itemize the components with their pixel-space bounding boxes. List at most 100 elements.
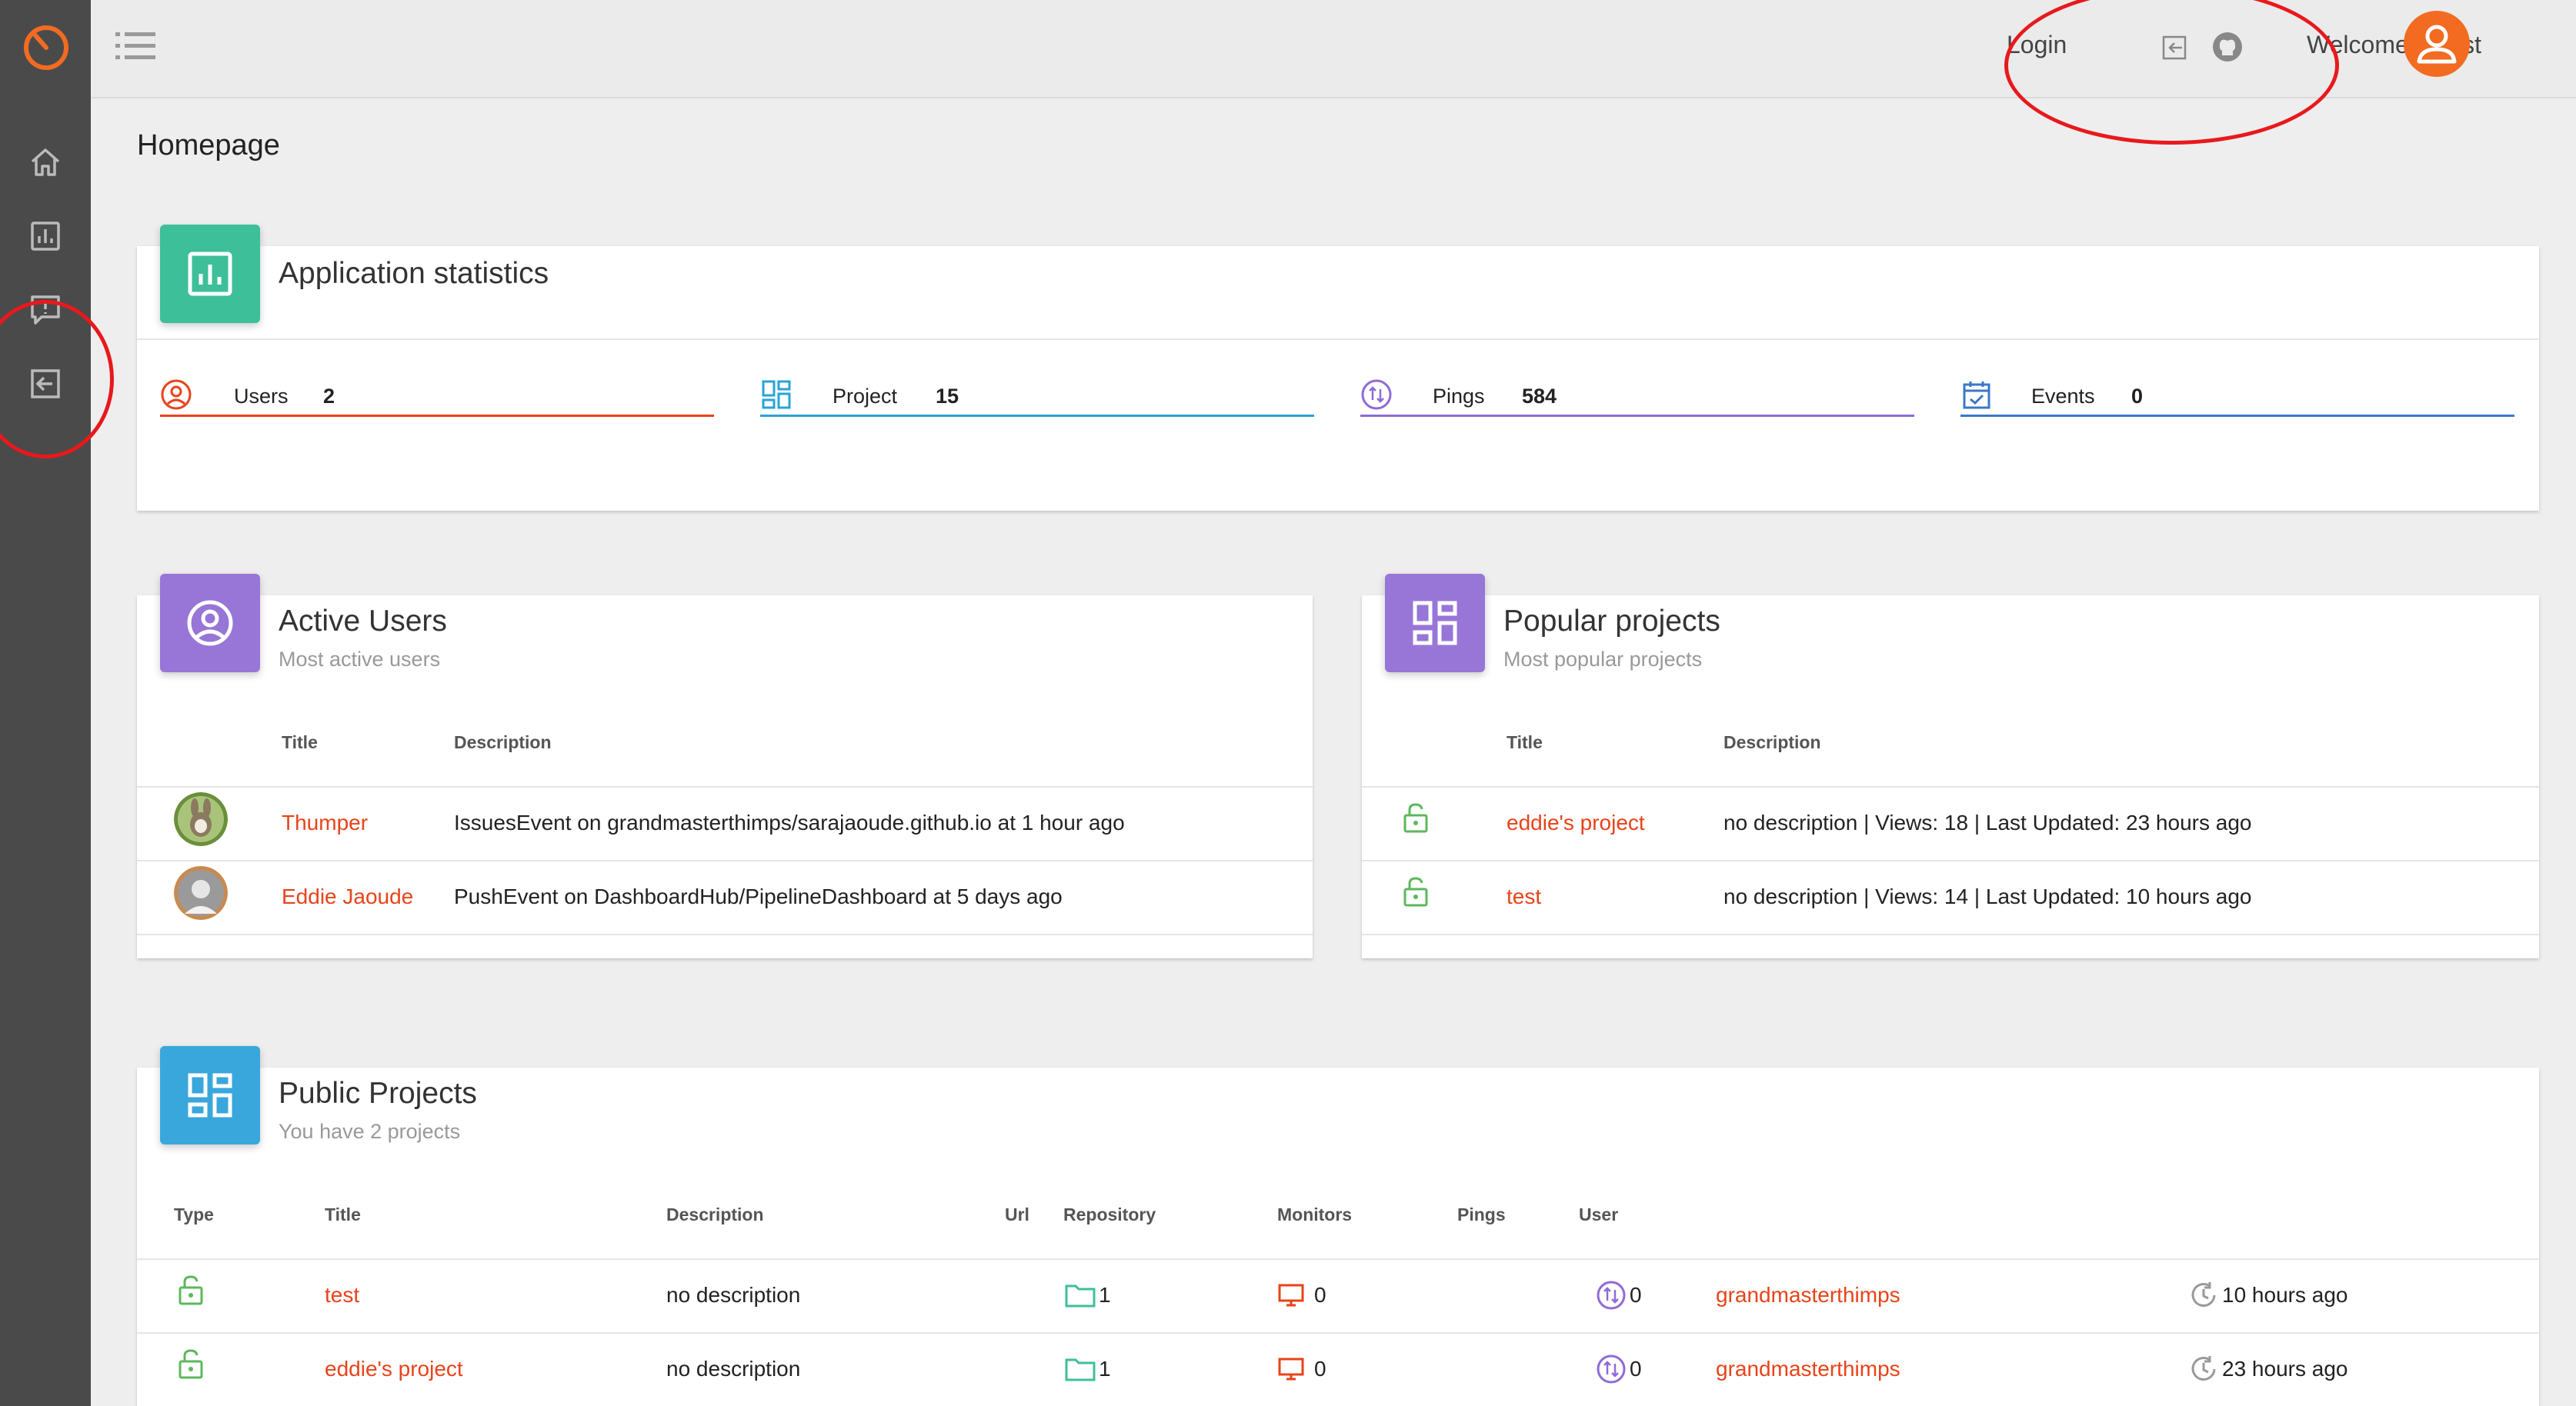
project-description: no description bbox=[666, 1357, 801, 1381]
user-avatar-icon[interactable] bbox=[2404, 11, 2470, 77]
ping-icon bbox=[1360, 378, 1393, 411]
clock-icon bbox=[2188, 1354, 2219, 1384]
column-header: Type bbox=[174, 1204, 214, 1224]
dashboard-icon bbox=[1413, 601, 1457, 645]
github-icon[interactable] bbox=[2211, 31, 2244, 63]
dashboard-icon bbox=[760, 378, 792, 411]
calendar-check-icon bbox=[1960, 378, 1993, 411]
popular-projects-card: Popular projects Most popular projects T… bbox=[1362, 595, 2539, 958]
ping-icon bbox=[1596, 1280, 1627, 1311]
stat-label: Users bbox=[234, 385, 289, 408]
application-statistics-card: Application statistics bbox=[137, 246, 2539, 511]
divider bbox=[137, 1258, 2539, 1260]
project-description: no description | Views: 14 | Last Update… bbox=[1723, 885, 2252, 908]
card-subtitle: Most active users bbox=[279, 648, 441, 671]
column-header: Url bbox=[1005, 1204, 1029, 1224]
project-name-link[interactable]: eddie's project bbox=[1507, 811, 1645, 835]
repository-count: 1 bbox=[1099, 1357, 1111, 1381]
column-header: Pings bbox=[1457, 1204, 1506, 1224]
divider bbox=[1362, 934, 2539, 935]
project-name-link[interactable]: test bbox=[1507, 885, 1542, 908]
popular-projects-badge bbox=[1385, 574, 1485, 672]
column-header: Description bbox=[1723, 732, 1821, 752]
column-header: Title bbox=[325, 1204, 361, 1224]
unlock-icon bbox=[177, 1274, 205, 1306]
stat-value: 15 bbox=[936, 385, 959, 408]
divider bbox=[137, 934, 1313, 935]
login-icon[interactable] bbox=[2161, 34, 2188, 62]
project-description: no description bbox=[666, 1283, 801, 1307]
project-title-link[interactable]: eddie's project bbox=[325, 1357, 463, 1381]
divider bbox=[137, 338, 2539, 340]
user-activity: PushEvent on DashboardHub/PipelineDashbo… bbox=[454, 885, 1063, 908]
folder-icon bbox=[1065, 1283, 1096, 1308]
public-projects-card: Public Projects You have 2 projects Type… bbox=[137, 1068, 2539, 1406]
project-user-link[interactable]: grandmasterthimps bbox=[1716, 1357, 1900, 1381]
repository-count: 1 bbox=[1099, 1283, 1111, 1307]
stat-value: 0 bbox=[2131, 385, 2144, 408]
column-header: Description bbox=[454, 732, 552, 752]
user-name-link[interactable]: Eddie Jaoude bbox=[282, 885, 414, 908]
user-avatar bbox=[174, 792, 228, 846]
divider bbox=[137, 786, 1313, 788]
logo-icon[interactable] bbox=[18, 18, 74, 74]
active-users-badge bbox=[160, 574, 260, 672]
divider bbox=[1362, 860, 2539, 861]
menu-icon[interactable] bbox=[115, 29, 155, 63]
stat-underline bbox=[760, 415, 1314, 417]
user-circle-icon bbox=[160, 378, 192, 411]
user-name-link[interactable]: Thumper bbox=[282, 811, 369, 835]
stat-label: Pings bbox=[1433, 385, 1485, 408]
divider bbox=[137, 860, 1313, 861]
last-updated: 10 hours ago bbox=[2222, 1283, 2348, 1307]
column-header: Monitors bbox=[1277, 1204, 1353, 1224]
card-title: Active Users bbox=[279, 605, 447, 638]
chart-icon[interactable] bbox=[25, 215, 66, 257]
stat-underline bbox=[160, 415, 714, 417]
login-icon[interactable] bbox=[25, 363, 66, 405]
project-description: no description | Views: 18 | Last Update… bbox=[1723, 811, 2252, 835]
column-header: Title bbox=[1507, 732, 1543, 752]
stat-label: Events bbox=[2031, 385, 2095, 408]
sidebar bbox=[0, 0, 91, 1406]
divider bbox=[137, 1332, 2539, 1334]
monitors-count: 0 bbox=[1314, 1357, 1326, 1381]
stat-underline bbox=[1360, 415, 1914, 417]
unlock-icon bbox=[1402, 801, 1430, 834]
clock-icon bbox=[2188, 1280, 2219, 1311]
top-bar bbox=[91, 0, 2576, 98]
column-header: Repository bbox=[1063, 1204, 1156, 1224]
pings-count: 0 bbox=[1630, 1283, 1642, 1307]
unlock-icon bbox=[1402, 875, 1430, 908]
project-title-link[interactable]: test bbox=[325, 1283, 360, 1307]
column-header: Title bbox=[282, 732, 318, 752]
active-users-card: Active Users Most active users Title Des… bbox=[137, 595, 1313, 958]
ping-icon bbox=[1596, 1354, 1627, 1384]
pings-count: 0 bbox=[1630, 1357, 1642, 1381]
dashboard-icon bbox=[188, 1073, 232, 1118]
column-header: Description bbox=[666, 1204, 764, 1224]
monitors-count: 0 bbox=[1314, 1283, 1326, 1307]
folder-icon bbox=[1065, 1357, 1096, 1381]
stat-underline bbox=[1960, 415, 2514, 417]
stat-value: 584 bbox=[1522, 385, 1557, 408]
card-title: Public Projects bbox=[279, 1077, 477, 1110]
statistics-badge bbox=[160, 225, 260, 323]
unlock-icon bbox=[177, 1348, 205, 1380]
monitor-icon bbox=[1277, 1283, 1305, 1308]
user-activity: IssuesEvent on grandmasterthimps/sarajao… bbox=[454, 811, 1125, 835]
monitor-icon bbox=[1277, 1357, 1305, 1381]
stat-label: Project bbox=[833, 385, 898, 408]
card-title: Application statistics bbox=[279, 257, 549, 290]
home-icon[interactable] bbox=[25, 142, 66, 183]
project-user-link[interactable]: grandmasterthimps bbox=[1716, 1283, 1900, 1307]
column-header: User bbox=[1579, 1204, 1619, 1224]
login-link[interactable]: Login bbox=[2007, 31, 2067, 58]
feedback-icon[interactable] bbox=[25, 289, 66, 331]
page-title: Homepage bbox=[137, 129, 280, 162]
card-subtitle: Most popular projects bbox=[1503, 648, 1703, 671]
user-circle-icon bbox=[187, 600, 233, 646]
user-avatar bbox=[174, 866, 228, 920]
chart-icon bbox=[188, 252, 232, 296]
card-title: Popular projects bbox=[1503, 605, 1720, 638]
